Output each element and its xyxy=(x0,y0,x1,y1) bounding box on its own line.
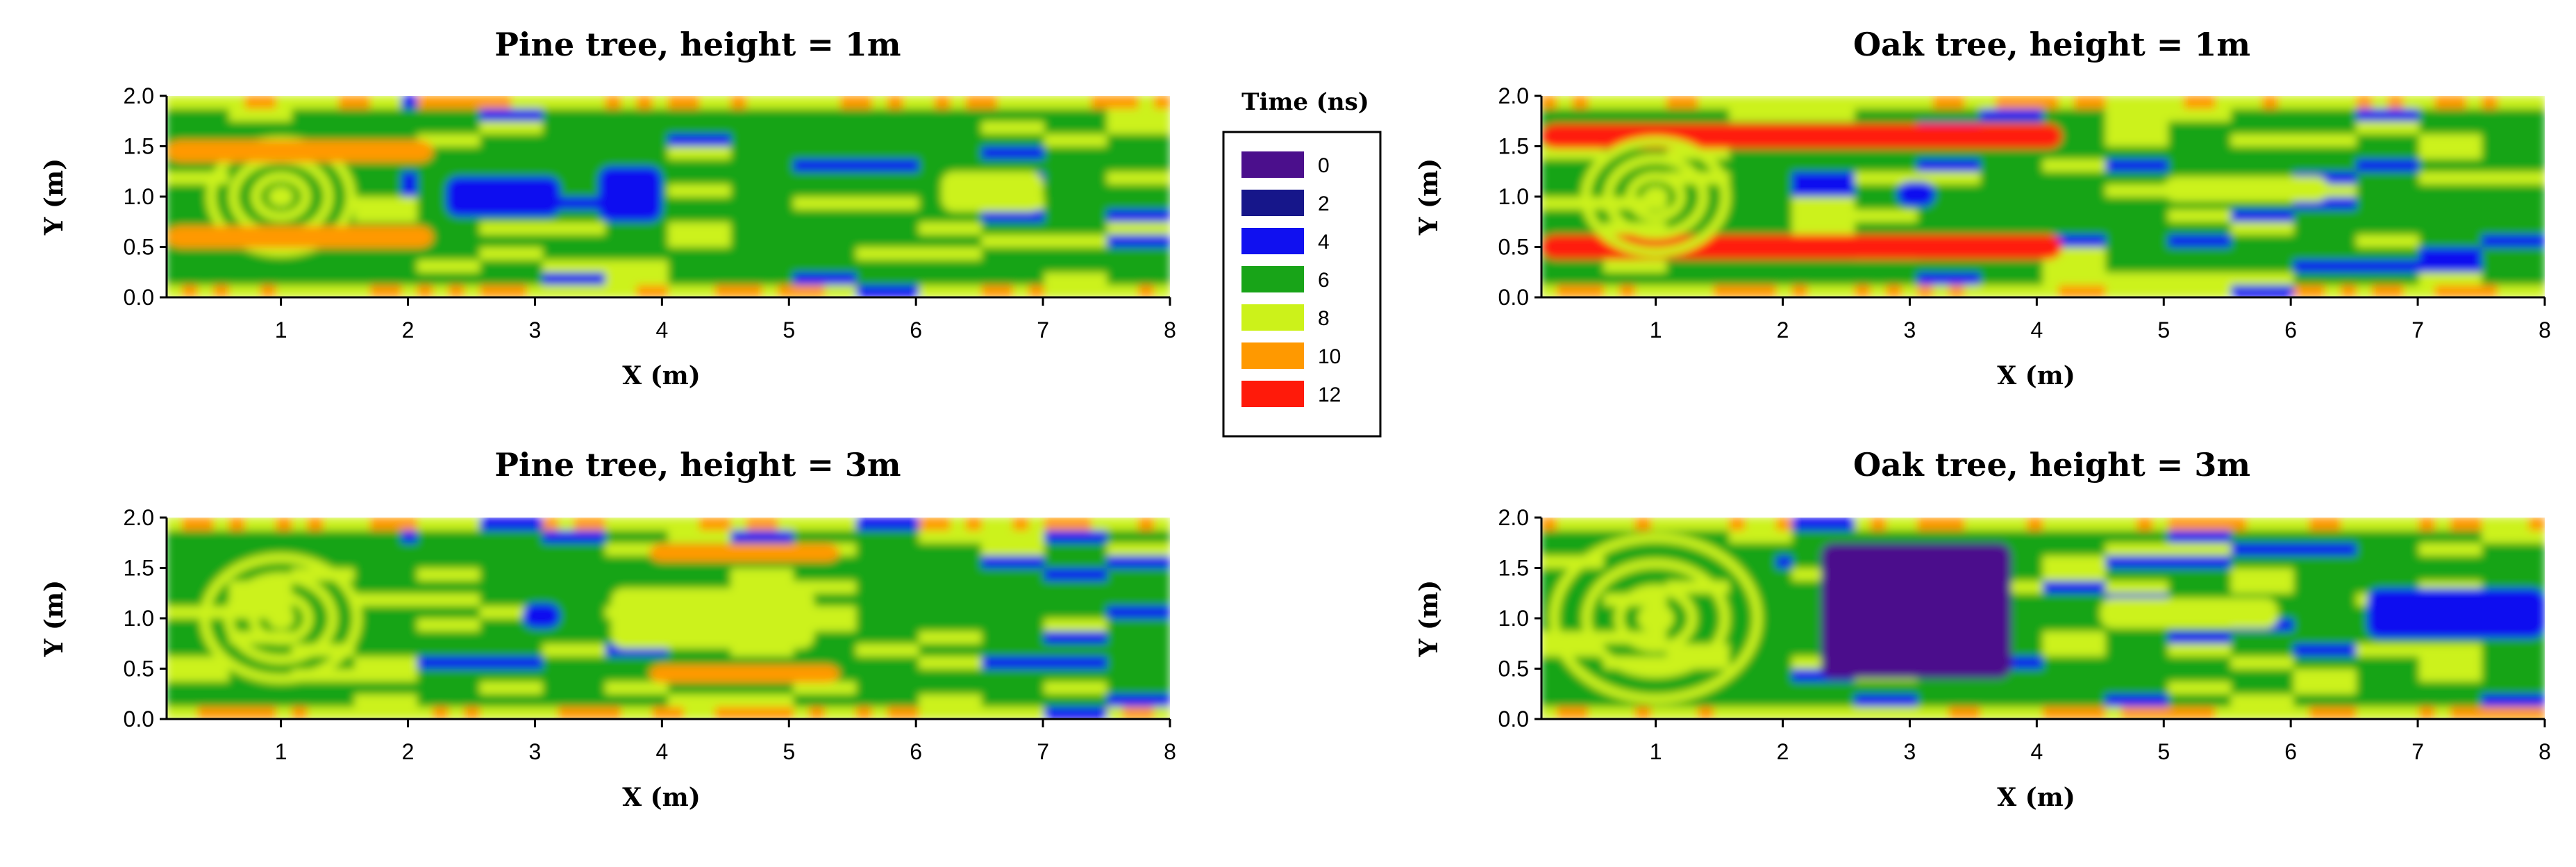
y-tick-label: 2.0 xyxy=(1498,83,1529,108)
y-tick-label: 2.0 xyxy=(124,505,154,530)
legend-label: 10 xyxy=(1318,345,1341,368)
y-tick-label: 0.0 xyxy=(124,707,154,732)
x-tick-label: 8 xyxy=(2539,739,2551,764)
x-tick-label: 6 xyxy=(910,739,922,764)
y-tick-label: 0.5 xyxy=(124,235,154,260)
y-tick-label: 0.5 xyxy=(1498,657,1529,682)
y-tick-label: 1.5 xyxy=(124,134,154,159)
x-tick-label: 6 xyxy=(910,317,922,342)
legend-swatch xyxy=(1241,190,1304,216)
x-tick-label: 5 xyxy=(783,317,795,342)
legend-swatch xyxy=(1241,381,1304,407)
x-tick-label: 2 xyxy=(402,739,415,764)
x-tick-label: 2 xyxy=(1777,317,1789,342)
heatmap-panel-4: Oak tree, height = 3m 0.0 0.5 1.0 1.5 2.0 1 2 3 4… xyxy=(1414,446,2551,812)
y-tick-label: 1.5 xyxy=(1498,556,1529,581)
legend-label: 4 xyxy=(1318,231,1330,254)
x-tick-label: 3 xyxy=(1904,317,1916,342)
heatmap-field xyxy=(167,96,1170,297)
x-axis-label: X (m) xyxy=(622,361,701,390)
legend-swatch xyxy=(1241,342,1304,369)
legend-label: 12 xyxy=(1318,383,1341,406)
x-tick-label: 8 xyxy=(2539,317,2551,342)
x-tick-label: 7 xyxy=(2411,317,2424,342)
y-axis-label: Y (m) xyxy=(1414,580,1444,657)
legend-title: Time (ns) xyxy=(1241,88,1369,116)
x-tick-label: 1 xyxy=(1650,739,1662,764)
legend-swatch xyxy=(1241,228,1304,254)
x-tick-label: 5 xyxy=(2157,739,2170,764)
x-axis-label: X (m) xyxy=(1997,361,2075,390)
x-tick-label: 7 xyxy=(1037,317,1049,342)
heatmap-field xyxy=(167,518,1170,719)
x-tick-label: 3 xyxy=(529,739,542,764)
x-tick-label: 5 xyxy=(783,739,795,764)
y-tick-label: 1.0 xyxy=(1498,184,1529,209)
x-tick-label: 4 xyxy=(2030,739,2043,764)
legend-label: 6 xyxy=(1318,269,1330,292)
x-tick-label: 7 xyxy=(1037,739,1049,764)
x-tick-label: 4 xyxy=(655,739,668,764)
legend-label: 8 xyxy=(1318,307,1330,330)
x-tick-label: 1 xyxy=(275,739,287,764)
y-tick-label: 1.0 xyxy=(1498,606,1529,631)
legend-label: 0 xyxy=(1318,154,1330,177)
legend-label: 2 xyxy=(1318,192,1330,215)
y-axis-label: Y (m) xyxy=(40,158,69,236)
x-tick-label: 5 xyxy=(2157,317,2170,342)
y-tick-label: 0.0 xyxy=(1498,285,1529,310)
y-tick-label: 1.0 xyxy=(124,606,154,631)
x-tick-label: 3 xyxy=(529,317,542,342)
x-tick-label: 1 xyxy=(275,317,287,342)
y-tick-label: 1.0 xyxy=(124,184,154,209)
y-tick-label: 0.5 xyxy=(1498,235,1529,260)
legend-swatch xyxy=(1241,266,1304,292)
x-tick-label: 2 xyxy=(402,317,415,342)
y-tick-label: 1.5 xyxy=(1498,134,1529,159)
y-tick-label: 2.0 xyxy=(124,83,154,108)
legend-swatch xyxy=(1241,151,1304,178)
x-tick-label: 3 xyxy=(1904,739,1916,764)
legend-swatch xyxy=(1241,304,1304,331)
x-axis-label: X (m) xyxy=(622,783,701,812)
x-axis-label: X (m) xyxy=(1997,783,2075,812)
panel-title: Oak tree, height = 3m xyxy=(1853,446,2250,484)
heatmap-panel-1: Pine tree, height = 1m 0.0 0.5 1.0 1.5 2.0 1 2 3… xyxy=(40,26,1176,390)
x-tick-label: 6 xyxy=(2284,739,2297,764)
y-axis-label: Y (m) xyxy=(40,580,69,657)
y-axis-label: Y (m) xyxy=(1414,158,1444,236)
x-tick-label: 8 xyxy=(1164,317,1176,342)
x-tick-label: 7 xyxy=(2411,739,2424,764)
y-tick-label: 2.0 xyxy=(1498,505,1529,530)
panel-title: Pine tree, height = 3m xyxy=(494,446,901,484)
x-tick-label: 6 xyxy=(2284,317,2297,342)
y-tick-label: 1.5 xyxy=(124,556,154,581)
heatmap-field xyxy=(1541,518,2545,719)
heatmap-field xyxy=(1541,96,2545,297)
x-tick-label: 1 xyxy=(1650,317,1662,342)
y-tick-label: 0.5 xyxy=(124,657,154,682)
y-tick-label: 0.0 xyxy=(1498,707,1529,732)
x-tick-label: 4 xyxy=(2030,317,2043,342)
x-tick-label: 4 xyxy=(655,317,668,342)
heatmap-panel-3: Pine tree, height = 3m 0.0 0.5 1.0 1.5 2.0 1 2 3… xyxy=(40,446,1176,812)
heatmap-panel-2: Oak tree, height = 1m 0.0 0.5 1.0 1.5 2.0 1 2 3 4… xyxy=(1414,26,2551,390)
panel-title: Pine tree, height = 1m xyxy=(494,26,901,63)
y-tick-label: 0.0 xyxy=(124,285,154,310)
legend: Time (ns) 0 2 4 6 8 10 12 xyxy=(1222,88,1382,438)
panel-title: Oak tree, height = 1m xyxy=(1853,26,2250,63)
x-tick-label: 2 xyxy=(1777,739,1789,764)
x-tick-label: 8 xyxy=(1164,739,1176,764)
